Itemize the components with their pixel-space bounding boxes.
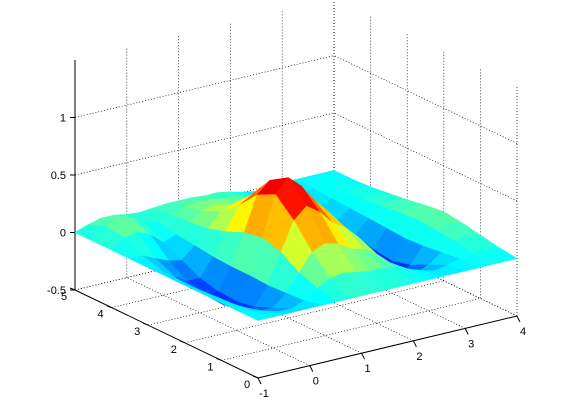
y-tick-label: 1 <box>207 361 213 373</box>
grid-line-floor-x <box>126 277 310 366</box>
y-tick-mark <box>143 322 149 326</box>
y-tick-label: 3 <box>134 326 140 338</box>
x-tick-mark <box>464 328 469 335</box>
y-tick-mark <box>216 357 222 361</box>
tick-labels: -1 0 1 2 3 4 0 1 2 3 4 5-0.5 0 0.5 1 <box>47 113 526 401</box>
grid-line-ywall-z <box>74 55 335 118</box>
x-tick-label: 3 <box>468 338 474 350</box>
x-tick-label: -1 <box>259 388 269 400</box>
y-axis-line <box>74 289 259 379</box>
x-tick-mark <box>309 365 314 372</box>
surface-patch <box>239 310 272 321</box>
grid-line-xwall-z <box>333 112 518 202</box>
z-tick-label: 0.5 <box>51 170 66 182</box>
grid-line-floor-x <box>230 252 414 342</box>
surface-mesh <box>74 170 518 321</box>
y-tick-label: 0 <box>244 379 250 391</box>
y-tick-mark <box>179 340 185 344</box>
grid-line-floor-x <box>282 240 466 329</box>
y-tick-mark <box>252 375 259 379</box>
grid-line-xwall-z <box>333 55 518 144</box>
grid-line-ywall-z <box>74 112 335 176</box>
grid-line-floor-x <box>178 264 362 354</box>
grid-line-floor-x <box>333 227 518 317</box>
z-tick-label: 1 <box>60 113 66 125</box>
x-tick-mark <box>361 352 366 360</box>
x-tick-mark <box>516 315 521 323</box>
z-tick-label: -0.5 <box>47 285 66 297</box>
y-tick-label: 4 <box>98 309 104 321</box>
x-tick-label: 4 <box>520 326 526 338</box>
x-tick-mark <box>412 340 417 348</box>
x-tick-label: 2 <box>416 351 422 363</box>
z-tick-label: 0 <box>60 228 66 240</box>
y-tick-label: 5 <box>61 291 67 303</box>
x-tick-label: 1 <box>365 363 371 375</box>
x-axis-line <box>257 315 518 379</box>
x-tick-mark <box>257 377 262 385</box>
y-tick-label: 2 <box>171 344 177 356</box>
x-tick-label: 0 <box>313 376 319 388</box>
y-tick-mark <box>106 305 112 309</box>
